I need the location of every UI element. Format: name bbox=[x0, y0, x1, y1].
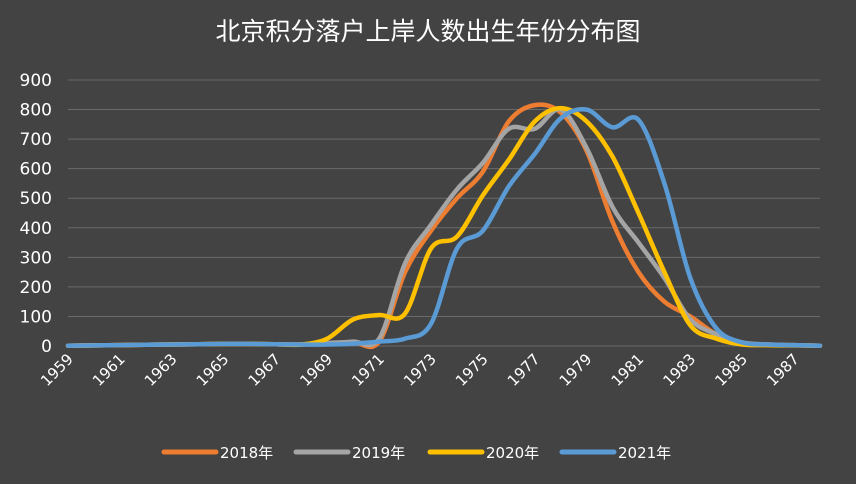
x-tick-label: 1985 bbox=[711, 350, 751, 390]
legend-label: 2019年 bbox=[352, 444, 405, 462]
x-tick-label: 1975 bbox=[452, 350, 492, 390]
y-tick-label: 900 bbox=[20, 71, 52, 91]
x-tick-label: 1961 bbox=[89, 350, 129, 390]
y-tick-label: 0 bbox=[41, 337, 52, 357]
x-tick-label: 1973 bbox=[400, 350, 440, 390]
y-tick-label: 200 bbox=[20, 278, 52, 298]
x-tick-label: 1969 bbox=[296, 350, 336, 390]
x-tick-label: 1979 bbox=[556, 350, 596, 390]
x-tick-label: 1987 bbox=[763, 350, 803, 390]
y-tick-label: 800 bbox=[20, 101, 52, 121]
x-tick-label: 1983 bbox=[659, 350, 699, 390]
y-tick-label: 700 bbox=[20, 130, 52, 150]
chart-title: 北京积分落户上岸人数出生年份分布图 bbox=[215, 17, 640, 46]
legend-label: 2020年 bbox=[486, 444, 539, 462]
y-tick-label: 500 bbox=[20, 189, 52, 209]
x-tick-label: 1967 bbox=[245, 350, 285, 390]
legend: 2018年 2019年 2020年 2021年 bbox=[161, 444, 671, 462]
legend-label: 2018年 bbox=[220, 444, 273, 462]
legend-label: 2021年 bbox=[618, 444, 671, 462]
y-tick-label: 600 bbox=[20, 160, 52, 180]
x-tick-label: 1981 bbox=[608, 350, 648, 390]
x-tick-label: 1965 bbox=[193, 350, 233, 390]
series-lines bbox=[65, 102, 823, 350]
y-tick-label: 400 bbox=[20, 219, 52, 239]
y-tick-label: 100 bbox=[20, 307, 52, 327]
series-line-2020年 bbox=[65, 105, 823, 348]
series-line-2021年 bbox=[65, 106, 823, 348]
x-axis-ticks: 1959 1961 1963 1965 1967 1969 1971 1973 1975 1977… bbox=[37, 350, 803, 390]
y-axis-ticks: 0 100 200 300 400 500 600 700 800 900 bbox=[20, 71, 52, 357]
grid-lines bbox=[68, 79, 820, 347]
x-tick-label: 1963 bbox=[141, 350, 181, 390]
x-tick-label: 1977 bbox=[504, 350, 544, 390]
x-tick-label: 1971 bbox=[348, 350, 388, 390]
y-tick-label: 300 bbox=[20, 248, 52, 268]
